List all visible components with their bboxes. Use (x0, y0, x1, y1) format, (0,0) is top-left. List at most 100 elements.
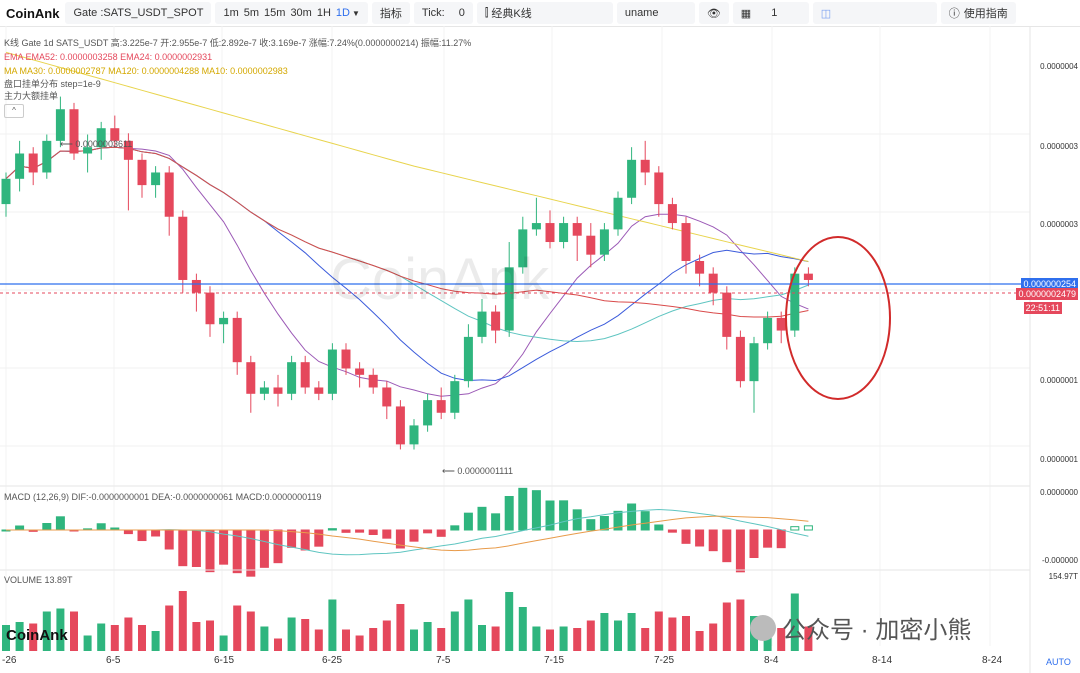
candle-body (436, 400, 446, 413)
macd-bar (178, 529, 188, 567)
tick-label: Tick: (421, 7, 445, 19)
volume-bar (369, 628, 378, 651)
candle-body (790, 273, 800, 331)
macd-bar (436, 529, 446, 537)
macd-bar (409, 529, 419, 542)
interval-selector[interactable]: 1m 5m 15m 30m 1H 1D ▼ (215, 2, 368, 24)
volume-bar (627, 613, 636, 651)
candle-body (273, 387, 283, 394)
wechat-watermark: 公众号 · 加密小熊 (750, 610, 971, 645)
ema52-line (5, 146, 809, 318)
kline-type-button[interactable]: ⫿ 经典K线 (476, 2, 613, 24)
interval-15m[interactable]: 15m (264, 7, 286, 19)
macd-axis-label: 0.0000000 (1040, 488, 1078, 497)
candle-body (314, 387, 324, 394)
candle-body (749, 343, 759, 382)
candle-body (327, 349, 337, 394)
auto-scale-button[interactable]: AUTO (1046, 657, 1071, 667)
current-price-tag: 0.000000254 (1021, 278, 1078, 290)
x-axis-label: 7-5 (436, 655, 451, 666)
indicators-button[interactable]: 指标 (371, 2, 410, 24)
candle-body (708, 273, 718, 293)
macd-bar (518, 487, 528, 531)
candle-body (531, 223, 541, 230)
layout-control[interactable]: ▦ 1 (732, 2, 809, 24)
legend-big-orders: 主力大额挂单 (4, 91, 59, 101)
macd-bar (382, 529, 392, 539)
macd-bar (695, 529, 705, 547)
candlestick-chart[interactable] (0, 26, 1080, 673)
volume-bar (110, 625, 119, 651)
macd-bar (191, 529, 201, 567)
volume-bar (314, 629, 323, 651)
guide-button[interactable]: ⓘ 使用指南 (940, 2, 1016, 24)
volume-bar (586, 620, 595, 651)
volume-bar (124, 617, 133, 651)
volume-bar (423, 622, 432, 651)
candle-body (42, 140, 52, 173)
candle-body (463, 336, 473, 382)
eye-icon[interactable]: 👁 (698, 2, 729, 24)
interval-1m[interactable]: 1m (223, 7, 239, 19)
countdown-tag: 22:51:11 (1023, 302, 1062, 314)
volume-bar (2, 625, 10, 651)
candle-body (110, 128, 120, 141)
x-axis-label: -26 (2, 655, 17, 666)
candle-body (586, 235, 596, 255)
macd-bar (219, 529, 229, 565)
macd-bar (368, 529, 378, 535)
collapse-legend-button[interactable]: ^ (4, 104, 24, 118)
candle-body (69, 109, 79, 154)
volume-bar (546, 629, 554, 651)
macd-bar (246, 529, 256, 577)
interval-5m[interactable]: 5m (243, 7, 260, 19)
toggle-switch[interactable]: ◫ (812, 2, 937, 24)
high-annotation: ⟵ 0.0000003611 (60, 139, 133, 149)
volume-bar (641, 628, 650, 651)
candle-body (450, 381, 460, 413)
volume-bar (274, 638, 282, 651)
macd-bar (395, 529, 405, 549)
candle-body (763, 317, 773, 344)
macd-bar (314, 529, 324, 547)
wechat-text: 公众号 · 加密小熊 (782, 617, 972, 644)
volume-bar (287, 617, 296, 651)
wechat-icon (750, 614, 776, 641)
chart-area[interactable]: CoinAnk K线 Gate 1d SATS_USDT 高:3.225e-7 … (0, 26, 1080, 673)
candle-body (83, 147, 93, 154)
caret-down-icon[interactable]: ▼ (351, 8, 360, 18)
macd-bar (164, 529, 174, 550)
interval-30m[interactable]: 30m (290, 7, 312, 19)
candle-body (341, 349, 351, 369)
indicator-lines (5, 51, 809, 397)
candle-body (695, 261, 705, 274)
candle-body (232, 317, 242, 363)
kline-type-label: 经典K线 (491, 8, 532, 20)
candle-body (423, 400, 433, 426)
volume-bar (206, 620, 214, 651)
macd-bar (790, 526, 800, 531)
candle-icon: ⫿ (484, 6, 489, 19)
candle-body (137, 159, 147, 186)
volume-bar (396, 604, 405, 651)
layout-count: 1 (771, 7, 778, 19)
price-axis-label: 0.0000003 (1040, 142, 1078, 151)
candle-body (205, 292, 215, 325)
candle-body (164, 172, 174, 217)
interval-1h[interactable]: 1H (316, 7, 331, 19)
user-menu[interactable]: uname (616, 2, 695, 24)
interval-1d[interactable]: 1D (335, 7, 350, 19)
volume-bar (178, 591, 187, 651)
volume-bar (654, 611, 663, 651)
macd-bar (341, 529, 351, 533)
symbol-selector[interactable]: Gate :SATS_USDT_SPOT (65, 2, 212, 24)
macd-bar (123, 529, 133, 535)
grid-icon: ▦ (740, 7, 752, 20)
tick-control[interactable]: Tick: 0 (413, 2, 473, 24)
candle-body (654, 172, 664, 205)
macd-bar (151, 529, 161, 537)
volume-bar (192, 622, 201, 651)
candle-body (722, 292, 732, 337)
tick-value[interactable]: 0 (458, 7, 465, 19)
macd-bar (763, 529, 773, 548)
